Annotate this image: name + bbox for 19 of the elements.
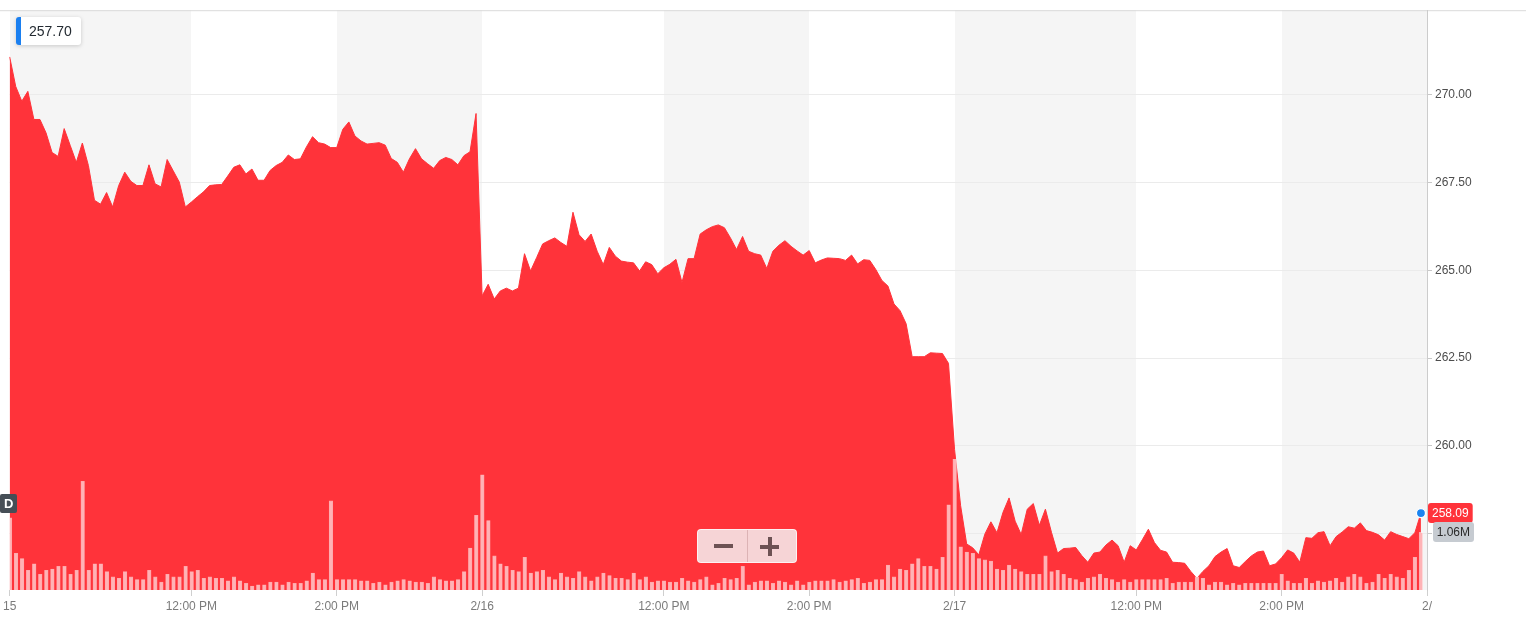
x-tick-label: 2:00 PM xyxy=(786,598,832,613)
x-tick-label: 2:00 PM xyxy=(314,598,360,613)
annotation: 257.70 xyxy=(16,17,81,45)
x-tick-label: 12:00 PM xyxy=(165,598,218,613)
text: 1.06M xyxy=(1432,522,1475,543)
x-tick-label: 2/ xyxy=(1421,598,1433,613)
x-tick-label: 2/16 xyxy=(470,598,495,613)
y-tick-label: 262.50 xyxy=(1435,350,1473,365)
x-tick-label: 12:00 PM xyxy=(638,598,690,613)
annotation: D xyxy=(0,494,18,513)
y-tick-label: 260.00 xyxy=(1435,438,1473,453)
x-tick-label: 2:00 PM xyxy=(1259,598,1304,613)
y-tick-label: 267.50 xyxy=(1435,174,1473,189)
x-tick-label: 15 xyxy=(2,598,17,613)
y-tick-label: 265.00 xyxy=(1435,262,1473,277)
y-tick-label: 270.00 xyxy=(1435,86,1473,101)
x-tick-label: 2/17 xyxy=(942,598,967,613)
data-label: 258.09 xyxy=(1432,505,1470,520)
x-tick-label: 12:00 PM xyxy=(1110,598,1162,613)
